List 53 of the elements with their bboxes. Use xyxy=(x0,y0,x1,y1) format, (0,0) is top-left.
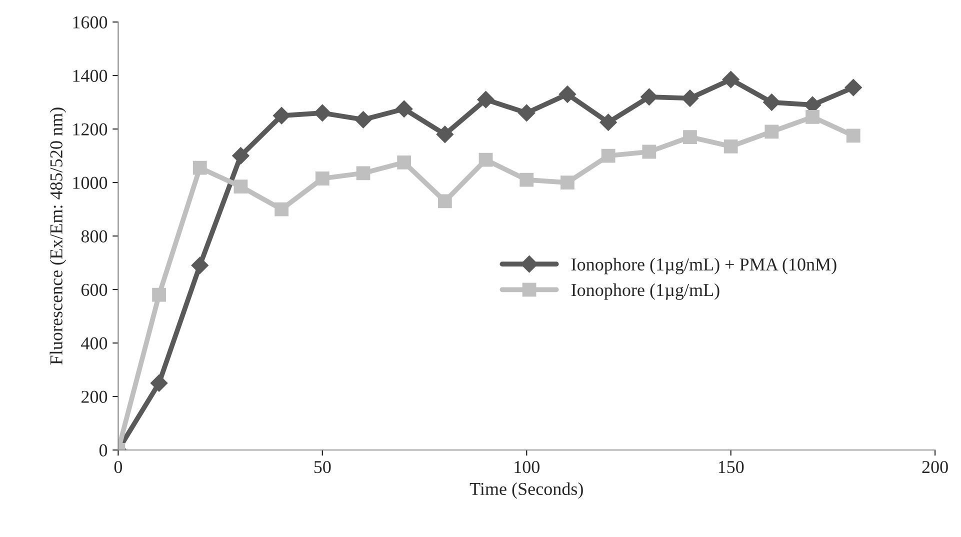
x-tick-label: 200 xyxy=(922,460,948,474)
y-tick-label: 1600 xyxy=(73,16,108,28)
point xyxy=(234,180,248,194)
point xyxy=(232,147,250,164)
y-tick-label: 800 xyxy=(81,230,108,242)
y-tick-label: 600 xyxy=(81,284,108,296)
point xyxy=(314,104,331,122)
point xyxy=(438,194,452,208)
point xyxy=(315,172,330,186)
y-axis-title: Fluorescence (Ex/Em: 485/520 nm) xyxy=(50,108,66,365)
y-tick-label: 0 xyxy=(99,444,108,456)
point xyxy=(273,107,290,124)
legend-label: Ionophore (1µg/mL) xyxy=(571,283,720,300)
point xyxy=(150,374,168,392)
y-tick-label: 200 xyxy=(81,390,108,403)
x-tick-label: 0 xyxy=(114,460,122,474)
point xyxy=(600,114,617,131)
point xyxy=(806,110,820,124)
point xyxy=(642,144,656,159)
point xyxy=(640,88,658,106)
point xyxy=(518,104,536,122)
point xyxy=(763,94,780,111)
legend-label: Ionophore (1µg/mL) + PMA (10nM) xyxy=(571,258,836,274)
point xyxy=(724,139,738,154)
x-axis-title: Time (Seconds) xyxy=(470,482,583,499)
y-tick-label: 1200 xyxy=(73,123,108,136)
point xyxy=(191,256,208,274)
point xyxy=(152,288,166,302)
x-tick-label: 100 xyxy=(514,460,540,474)
point xyxy=(681,90,699,107)
point xyxy=(478,152,493,167)
point xyxy=(520,172,534,187)
y-tick-label: 1400 xyxy=(73,70,108,82)
point xyxy=(560,176,574,190)
point xyxy=(396,100,413,118)
point xyxy=(477,91,494,108)
point xyxy=(354,111,372,128)
point xyxy=(844,79,862,96)
x-tick-label: 50 xyxy=(314,460,331,474)
point xyxy=(601,148,616,163)
point xyxy=(846,128,860,143)
point xyxy=(436,126,454,143)
point xyxy=(397,156,412,170)
point xyxy=(722,70,740,88)
y-tick-label: 1000 xyxy=(73,176,108,189)
point xyxy=(192,160,207,175)
x-tick-label: 150 xyxy=(718,460,744,474)
point xyxy=(558,86,576,103)
point xyxy=(764,124,779,139)
point xyxy=(683,130,697,144)
point xyxy=(356,166,370,180)
point xyxy=(274,202,289,216)
y-tick-label: 400 xyxy=(81,337,108,350)
